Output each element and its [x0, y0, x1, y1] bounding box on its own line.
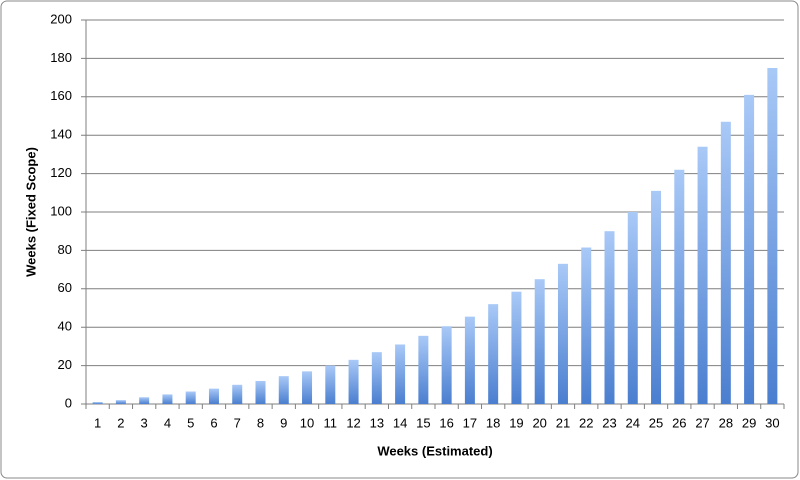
bar [604, 231, 615, 404]
y-tick-label: 80 [58, 242, 72, 257]
bar [92, 402, 103, 404]
bar [581, 247, 592, 404]
x-tick-label: 10 [300, 415, 314, 430]
bar [464, 316, 475, 404]
bar [534, 279, 545, 404]
x-tick-label: 6 [210, 415, 217, 430]
x-tick-label: 8 [257, 415, 264, 430]
x-tick-label: 15 [416, 415, 430, 430]
x-tick-label: 9 [280, 415, 287, 430]
x-tick-label: 20 [532, 415, 546, 430]
bar [674, 169, 685, 404]
x-tick-label: 3 [141, 415, 148, 430]
x-tick-label: 1 [94, 415, 101, 430]
bar [488, 304, 499, 404]
x-tick-label: 27 [695, 415, 709, 430]
x-tick-label: 11 [324, 415, 338, 430]
bar [720, 121, 731, 404]
x-tick-label: 7 [234, 415, 241, 430]
x-tick-label: 22 [579, 415, 593, 430]
bar [278, 376, 289, 404]
y-tick-label: 100 [50, 203, 72, 218]
bar [697, 146, 708, 404]
bar [744, 94, 755, 404]
y-tick-label: 160 [50, 88, 72, 103]
x-tick-label: 30 [765, 415, 779, 430]
bar [302, 371, 313, 404]
x-tick-label: 29 [742, 415, 756, 430]
x-tick-label: 2 [117, 415, 124, 430]
y-tick-label: 200 [50, 11, 72, 26]
bar [511, 291, 522, 404]
bar [325, 365, 336, 404]
bar [232, 384, 243, 404]
y-tick-label: 60 [58, 280, 72, 295]
y-tick-label: 120 [50, 165, 72, 180]
x-axis-title: Weeks (Estimated) [377, 443, 492, 458]
bar [767, 68, 778, 404]
x-tick-label: 28 [719, 415, 733, 430]
y-tick-label: 180 [50, 50, 72, 65]
x-tick-label: 4 [164, 415, 171, 430]
x-tick-label: 18 [486, 415, 500, 430]
bar [185, 391, 196, 404]
x-tick-label: 25 [649, 415, 663, 430]
bar [255, 380, 266, 404]
bar [115, 400, 126, 404]
x-tick-label: 23 [602, 415, 616, 430]
bar [441, 326, 452, 404]
x-tick-label: 12 [346, 415, 360, 430]
x-tick-label: 26 [672, 415, 686, 430]
bar [557, 263, 568, 404]
x-tick-label: 14 [393, 415, 407, 430]
y-tick-label: 0 [65, 395, 72, 410]
x-tick-label: 5 [187, 415, 194, 430]
bar [208, 388, 219, 404]
x-tick-label: 19 [509, 415, 523, 430]
y-tick-label: 40 [58, 319, 72, 334]
y-axis-title: Weeks (Fixed Scope) [23, 147, 38, 277]
bar [627, 212, 638, 404]
y-tick-label: 140 [50, 127, 72, 142]
x-tick-label: 16 [439, 415, 453, 430]
bar [139, 397, 150, 404]
y-tick-label: 20 [58, 357, 72, 372]
x-tick-label: 13 [370, 415, 384, 430]
bar [348, 359, 359, 404]
bar [418, 335, 429, 404]
bar [371, 352, 382, 404]
x-tick-label: 17 [463, 415, 477, 430]
x-tick-label: 21 [556, 415, 570, 430]
bar [651, 190, 662, 404]
x-tick-label: 24 [626, 415, 640, 430]
bar [395, 344, 406, 404]
bar [162, 394, 173, 404]
